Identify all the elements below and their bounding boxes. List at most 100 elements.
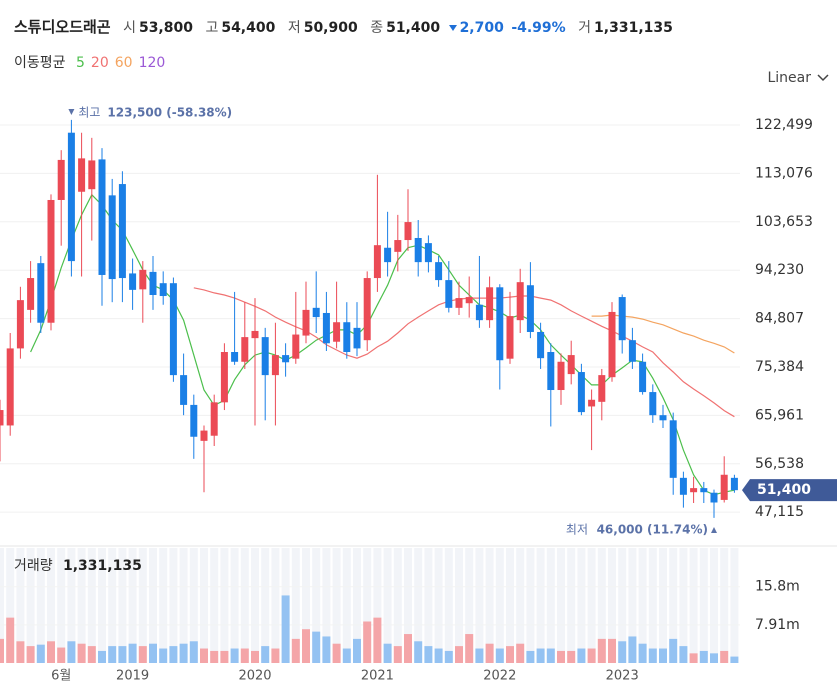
- volume-bar: [342, 648, 351, 663]
- volume-bar: [108, 646, 117, 663]
- volume-bar: [57, 647, 66, 663]
- scale-selector[interactable]: Linear: [767, 70, 829, 86]
- quote-header: 스튜디오드래곤 시 53,800 고 54,400 저 50,900 종 51,400 …: [14, 16, 673, 37]
- volume-bar: [67, 641, 76, 663]
- candle-body: [0, 410, 4, 426]
- volume-bar: [179, 643, 188, 663]
- candle-body: [118, 184, 126, 279]
- candle-body: [169, 283, 177, 376]
- candle-body: [547, 352, 555, 391]
- candle-body: [720, 474, 728, 500]
- volume-bar: [47, 641, 55, 663]
- candle-body: [200, 430, 208, 441]
- annotation-text: 46,000 (11.74%): [597, 523, 708, 537]
- annotation-text: 123,500 (-58.38%): [107, 106, 232, 120]
- candle-body: [363, 278, 371, 341]
- volume-bar: [332, 643, 341, 663]
- legend-entry: 120: [138, 55, 166, 71]
- x-tick-label: 2023: [606, 669, 639, 684]
- volume-bar: [363, 621, 372, 663]
- volume-bar: [699, 650, 708, 663]
- volume-bar: [373, 617, 382, 663]
- candle-body: [384, 247, 392, 263]
- volume-bar: [659, 648, 667, 663]
- volume-bar: [16, 641, 25, 663]
- candle-body: [588, 399, 596, 407]
- y-tick-label: 65,961: [755, 407, 804, 423]
- candle-body: [516, 282, 524, 321]
- volume-bar: [393, 646, 402, 663]
- candle-body: [557, 361, 565, 391]
- annotation-marker: [711, 527, 717, 533]
- volume-bar: [434, 648, 443, 663]
- field-label: 저: [287, 20, 301, 36]
- candle-body: [251, 330, 259, 339]
- volume-bar: [465, 634, 474, 663]
- x-tick-label: 2020: [238, 669, 271, 684]
- volume-bar: [118, 646, 127, 663]
- volume-bar: [77, 643, 86, 663]
- candle-body: [659, 415, 667, 421]
- volume-bar: [149, 643, 157, 663]
- volume-bar: [271, 648, 280, 663]
- volume-bar: [261, 646, 270, 663]
- candle-body: [180, 375, 188, 405]
- scale-label[interactable]: Linear: [767, 70, 811, 86]
- volume-bar: [516, 643, 525, 663]
- candle-body: [37, 263, 45, 323]
- candle-body: [47, 199, 55, 323]
- y-tick-label: 47,115: [755, 504, 804, 520]
- volume-bar: [36, 644, 45, 663]
- ma-line: [30, 193, 735, 496]
- volume-value: 1,331,135: [594, 20, 673, 36]
- y-tick-label: 113,076: [755, 165, 813, 181]
- y-tick-label: 122,499: [755, 117, 813, 133]
- field-label: 시: [123, 20, 136, 36]
- candle-body: [608, 311, 616, 378]
- legend-entry: 5: [75, 55, 85, 71]
- volume-bar: [26, 646, 35, 663]
- y-tick-label: 15.8m: [755, 579, 800, 595]
- annotation-label: 최고: [78, 106, 100, 120]
- volume-bar: [383, 643, 392, 663]
- volume-bar: [240, 648, 249, 663]
- volume-latest: 1,331,135: [63, 558, 142, 574]
- candle-body: [394, 240, 402, 252]
- volume-bar: [159, 648, 168, 663]
- chevron[interactable]: [817, 74, 829, 82]
- volume-label: 거: [578, 20, 592, 36]
- x-tick-label: 2021: [361, 669, 394, 684]
- volume-bar: [210, 650, 219, 663]
- y-tick-label: 56,538: [755, 456, 804, 472]
- volume-bar: [730, 656, 739, 663]
- volume-bar: [444, 650, 453, 663]
- volume-bar: [628, 636, 637, 663]
- legend-entry: 20: [90, 55, 109, 71]
- ma-legend: 이동평균 5 20 60 120: [14, 52, 165, 72]
- candle-body: [6, 348, 14, 426]
- candle-body: [700, 488, 708, 493]
- candle-body: [455, 298, 463, 308]
- candle-body: [353, 327, 361, 349]
- candle-body: [108, 195, 116, 280]
- candle-body: [475, 304, 483, 321]
- field-label: 종: [370, 20, 384, 36]
- candle-body: [312, 307, 320, 318]
- candle-body: [730, 477, 738, 491]
- candle-body: [486, 287, 494, 321]
- volume-bar: [0, 638, 4, 663]
- candle-body: [506, 316, 514, 359]
- candle-body: [526, 285, 534, 332]
- volume-bar: [577, 648, 586, 663]
- volume-bar: [424, 646, 433, 663]
- change-pct: -4.99%: [511, 20, 566, 36]
- field-value: 54,400: [221, 20, 276, 36]
- x-tick-label: 2019: [116, 669, 149, 684]
- candle-body: [577, 372, 585, 413]
- candle-body: [496, 287, 504, 361]
- candle-body: [649, 392, 657, 416]
- volume-bar: [169, 646, 178, 663]
- volume-bar: [251, 650, 259, 663]
